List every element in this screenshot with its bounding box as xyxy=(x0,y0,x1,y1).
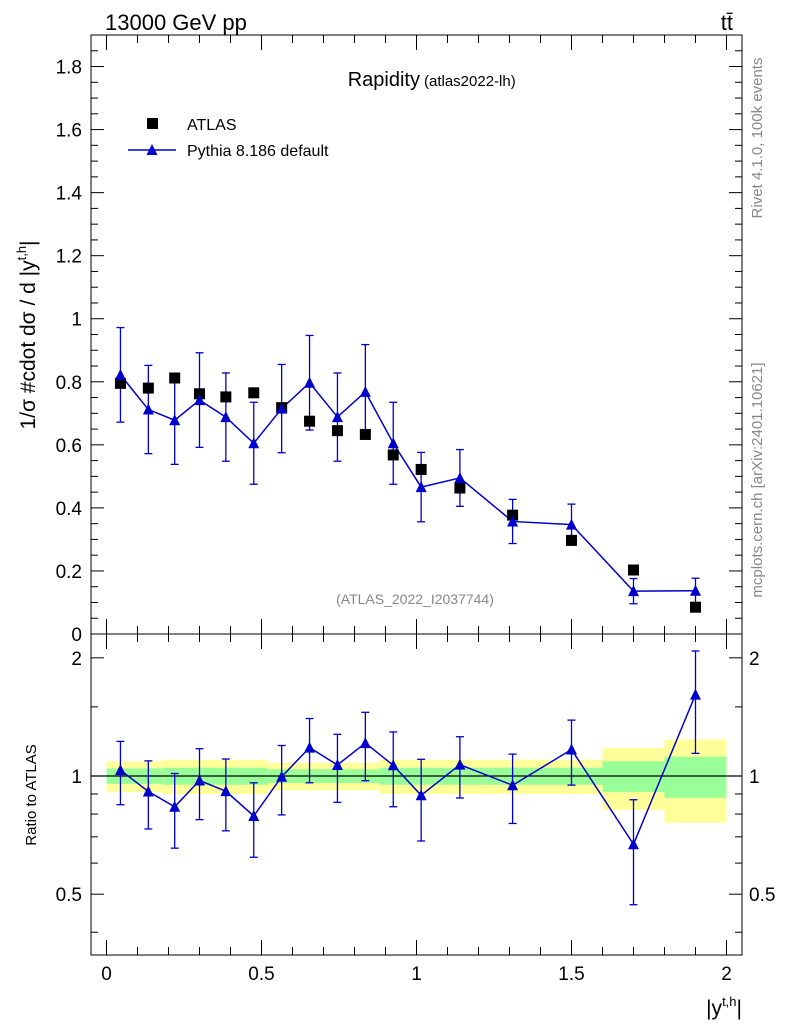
data-marks xyxy=(114,326,701,906)
atlas-point xyxy=(415,463,427,475)
atlas-point xyxy=(566,534,577,546)
pythia-point xyxy=(690,584,701,596)
mcplots-label: mcplots.cern.ch [arXiv:2401.10621] xyxy=(749,362,766,597)
ratio-point xyxy=(566,743,577,755)
x-tick-label: 1 xyxy=(411,964,422,985)
pythia-point xyxy=(507,515,519,527)
y-tick-label: 0.4 xyxy=(56,499,83,520)
y-tick-label: 0.8 xyxy=(56,373,82,394)
atlas-point xyxy=(169,372,181,384)
pythia-point xyxy=(248,437,260,449)
ratio-point xyxy=(690,688,701,700)
y-tick-label: 0.2 xyxy=(56,562,82,583)
ratio-axis-label: Ratio to ATLAS xyxy=(23,744,40,845)
y-tick-label: 1.8 xyxy=(56,58,82,79)
x-axis-label-close: | xyxy=(737,997,742,1020)
legend-atlas-marker xyxy=(147,118,158,129)
header-left: 13000 GeV pp xyxy=(105,10,247,35)
ratio-point xyxy=(169,800,181,812)
pythia-point xyxy=(628,585,639,597)
x-axis-label-sup: t,h xyxy=(722,994,736,1009)
atlas-point xyxy=(387,449,399,461)
y-axis-label-sup: t,h xyxy=(14,246,29,260)
y-tick-label: 1.4 xyxy=(56,184,83,205)
ratio-point xyxy=(331,758,343,770)
legend-pythia-label: Pythia 8.186 default xyxy=(187,143,329,160)
y-tick-label: 1.6 xyxy=(56,121,82,142)
x-tick-label: 1.5 xyxy=(558,964,584,985)
atlas-point xyxy=(628,564,639,576)
ratio-point xyxy=(248,809,260,821)
atlas-point xyxy=(248,387,260,399)
ratio-point xyxy=(387,759,399,771)
y-tick-label: 0.6 xyxy=(56,436,82,457)
pythia-line xyxy=(119,374,696,592)
ratio-tick-label-right: 1 xyxy=(749,767,760,788)
pythia-point xyxy=(359,385,371,397)
y-axis-label: 1/σ #cdot dσ / d |yt,h| xyxy=(14,240,40,429)
y-tick-label: 1 xyxy=(71,310,82,331)
legend-atlas-label: ATLAS xyxy=(187,117,237,134)
atlas-point xyxy=(304,415,316,427)
ratio-tick-label: 0.5 xyxy=(56,885,82,906)
chart-title: Rapidity xyxy=(348,69,420,91)
atlas-point xyxy=(331,425,343,437)
analysis-watermark: (ATLAS_2022_I2037744) xyxy=(336,591,494,607)
ratio-tick-label-right: 0.5 xyxy=(749,885,775,906)
atlas-point xyxy=(454,482,466,494)
ratio-tick-label: 1 xyxy=(71,767,82,788)
pythia-point xyxy=(114,368,126,380)
atlas-point xyxy=(507,509,519,521)
atlas-point xyxy=(359,428,371,440)
pythia-point xyxy=(220,411,232,423)
axis-ticks: 0 0.2 0.4 0.6 0.8 1 1.2 1.4 1.6 1.8 0 0.5 1 1.5 2 0.5 0.… xyxy=(56,35,775,985)
pythia-point xyxy=(454,471,466,483)
rivet-version-label: Rivet 4.1.0, 100k events xyxy=(749,58,766,219)
band-1sigma xyxy=(664,756,727,798)
pythia-point xyxy=(169,414,181,426)
ratio-point xyxy=(628,838,639,850)
header-right: tt̄ xyxy=(721,10,733,35)
pythia-point xyxy=(276,402,288,414)
band-1sigma xyxy=(602,761,665,793)
pythia-point xyxy=(387,437,399,449)
ratio-point xyxy=(304,741,316,753)
ratio-point xyxy=(359,737,371,749)
atlas-point xyxy=(690,601,701,613)
ratio-tick-label-right: 2 xyxy=(749,649,760,670)
x-tick-label: 0.5 xyxy=(248,964,274,985)
y-axis-label-main: 1/σ #cdot dσ / d |y xyxy=(17,260,40,430)
atlas-point xyxy=(114,377,126,389)
pythia-point xyxy=(304,376,316,388)
ratio-point xyxy=(415,789,427,801)
legend-pythia-marker xyxy=(146,144,158,155)
atlas-point xyxy=(194,388,205,400)
atlas-point xyxy=(142,382,154,394)
chart-subtitle: (atlas2022-lh) xyxy=(424,73,516,90)
y-tick-label: 0 xyxy=(71,625,82,646)
uncertainty-bands xyxy=(91,739,742,823)
ratio-tick-label: 2 xyxy=(71,649,82,670)
x-axis-label: |yt,h| xyxy=(706,994,742,1020)
ratio-point xyxy=(142,785,154,797)
y-tick-label: 1.2 xyxy=(56,247,82,268)
x-axis-label-main: |y xyxy=(706,997,722,1020)
ratio-point xyxy=(220,785,232,797)
pythia-point xyxy=(415,481,427,493)
ratio-point xyxy=(194,774,205,786)
pythia-point xyxy=(566,518,577,530)
pythia-point xyxy=(194,394,205,406)
ratio-point xyxy=(114,764,126,776)
ratio-point xyxy=(276,770,288,782)
x-tick-label: 0 xyxy=(101,964,112,985)
ratio-point xyxy=(507,779,519,791)
ratio-point xyxy=(454,758,466,770)
x-tick-label: 2 xyxy=(721,964,732,985)
pythia-point xyxy=(331,411,343,423)
y-axis-label-close: | xyxy=(17,240,40,245)
atlas-point xyxy=(220,391,232,403)
pythia-point xyxy=(142,403,154,415)
